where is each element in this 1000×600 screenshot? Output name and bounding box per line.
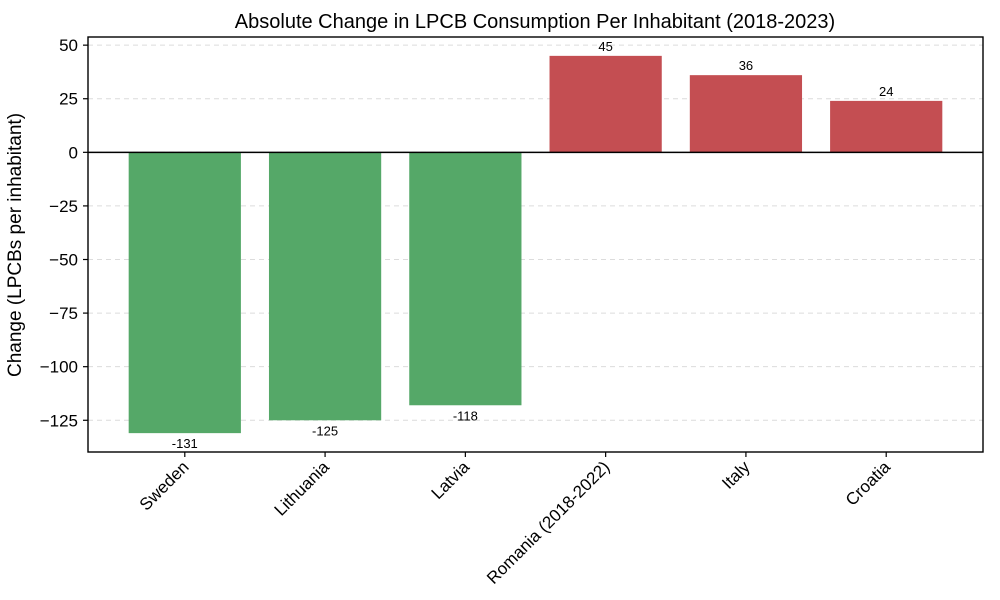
bar [549,55,662,153]
x-tick-label: Italy [718,457,754,493]
bar-value-label: 36 [739,58,753,73]
bar [128,152,241,434]
y-tick-label: −75 [49,304,78,323]
bar-value-label: -125 [312,423,338,438]
y-axis-title: Change (LPCBs per inhabitant) [5,113,26,377]
axes-layer [83,36,984,457]
y-tick-label: −100 [40,358,78,377]
x-tick-label: Croatia [842,457,895,510]
bar [409,152,522,406]
bar-value-label: 24 [879,84,893,99]
x-tick-label: Lithuania [271,457,334,520]
x-tick-label: Romania (2018-2022) [483,457,613,587]
bar [830,100,943,153]
bar-value-label: -131 [172,436,198,451]
bar [268,152,382,421]
x-tick-label: Sweden [136,457,193,514]
chart-title: Absolute Change in LPCB Consumption Per … [235,11,835,33]
y-tick-label: −125 [40,411,78,430]
x-tick-label: Latvia [428,457,474,503]
plot-frame [87,36,984,453]
bar-value-label: -118 [453,408,478,423]
y-tick-label: 25 [59,90,78,109]
bar [689,75,803,153]
y-tick-label: 50 [59,36,78,55]
y-tick-label: −25 [49,197,78,216]
y-tick-label: 0 [69,143,78,162]
bars-layer [128,55,943,434]
y-tick-label: −50 [49,251,78,270]
bar-value-label: 45 [598,39,612,54]
